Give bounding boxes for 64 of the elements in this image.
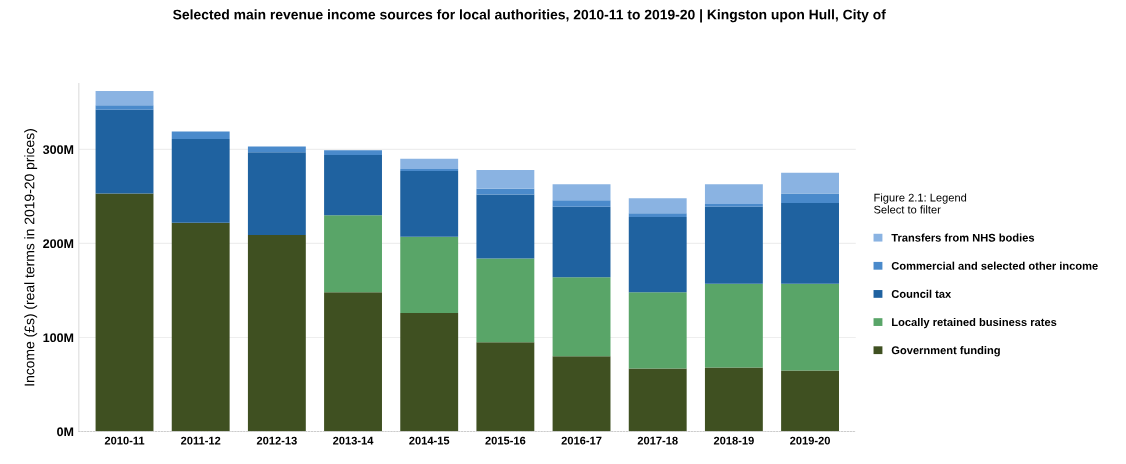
x-tick-label: 2018-19 xyxy=(713,436,754,445)
bar xyxy=(628,368,687,432)
y-tick-label: 0M xyxy=(57,427,74,437)
bar xyxy=(476,188,535,195)
bar xyxy=(400,236,459,314)
legend-label: Government funding xyxy=(891,346,1000,357)
bar xyxy=(781,172,839,194)
bar xyxy=(552,200,611,207)
bar xyxy=(400,170,459,237)
legend-label: Locally retained business rates xyxy=(892,317,1057,329)
legend-label: Transfers from NHS bodies xyxy=(891,233,1035,242)
bar xyxy=(781,193,839,203)
bar xyxy=(476,170,535,189)
bar xyxy=(95,193,154,432)
bar xyxy=(247,234,306,432)
x-tick-label: 2011-12 xyxy=(181,436,221,445)
bar xyxy=(552,277,611,357)
bar xyxy=(476,342,535,432)
bar xyxy=(704,283,763,368)
y-tick-label: 200M xyxy=(43,239,74,249)
legend-title: Figure 2.1: Legend Select to filter xyxy=(874,193,967,214)
bar xyxy=(628,217,687,293)
x-tick-label: 2010-11 xyxy=(104,436,145,445)
bar xyxy=(704,206,763,284)
bar xyxy=(171,131,230,140)
x-tick-label: 2014-15 xyxy=(409,436,450,445)
bar xyxy=(476,258,535,343)
bar xyxy=(628,198,687,214)
bar xyxy=(552,184,611,201)
x-tick-label: 2015-16 xyxy=(485,436,526,445)
y-tick-label: 300M xyxy=(42,145,74,155)
legend-label: Commercial and selected other income xyxy=(891,261,1098,270)
bar xyxy=(552,206,611,278)
bar xyxy=(324,215,382,293)
bar xyxy=(324,155,382,216)
legend-label: Council tax xyxy=(891,289,952,298)
bar xyxy=(628,213,687,218)
x-tick-label: 2019-20 xyxy=(790,436,830,445)
bar xyxy=(247,152,306,235)
bar xyxy=(781,370,839,432)
bar xyxy=(704,184,763,204)
bar xyxy=(95,91,154,106)
bar xyxy=(628,292,687,369)
bar xyxy=(704,203,763,207)
bar xyxy=(95,109,154,194)
bar xyxy=(95,105,154,110)
x-tick-label: 2017-18 xyxy=(637,436,678,445)
bar xyxy=(781,202,839,284)
bar xyxy=(171,222,230,432)
chart-title: Selected main revenue income sources for local authorities, 2010-11 to 2019-20 | Kingston upon Hull, City of xyxy=(173,9,886,23)
bar xyxy=(704,367,763,432)
y-axis-title: Income (£s) (real terms in 2019-20 prices) xyxy=(24,129,38,386)
bar xyxy=(781,283,839,371)
bar xyxy=(171,139,230,223)
bar xyxy=(400,158,459,170)
bar xyxy=(324,292,382,432)
bar xyxy=(400,313,459,432)
bar xyxy=(552,356,611,432)
bar xyxy=(476,194,535,259)
y-tick-label: 100M xyxy=(43,333,74,343)
bar xyxy=(324,150,382,155)
x-tick-label: 2016-17 xyxy=(561,436,602,445)
x-tick-label: 2012-13 xyxy=(256,436,297,445)
x-tick-label: 2013-14 xyxy=(333,436,374,445)
